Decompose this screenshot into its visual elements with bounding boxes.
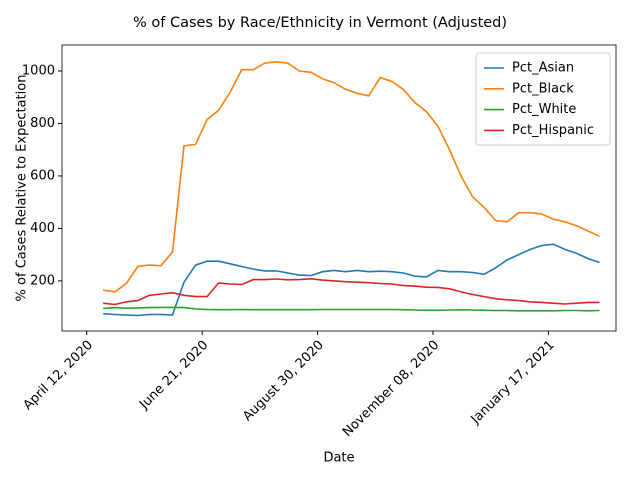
y-tick-label: 200 <box>30 273 55 288</box>
y-tick-label: 400 <box>30 221 55 236</box>
x-tick-label: January 17, 2021 <box>468 338 558 428</box>
x-tick-label: August 30, 2020 <box>240 338 327 425</box>
y-axis-label: % of Cases Relative to Expectation <box>15 75 30 302</box>
y-tick-label: 1000 <box>22 63 55 78</box>
data-line <box>103 306 600 312</box>
data-line <box>103 243 600 317</box>
legend-box <box>475 52 611 146</box>
x-tick-label: June 21, 2020 <box>136 338 211 413</box>
data-line <box>103 277 600 306</box>
data-line <box>103 60 600 293</box>
x-tick-label: November 08, 2020 <box>340 338 442 440</box>
legend-label: Pct_White <box>512 102 576 117</box>
x-axis-label: Date <box>323 451 354 466</box>
y-tick-label: 800 <box>30 116 55 131</box>
y-tick-label: 600 <box>30 168 55 183</box>
x-tick-label: April 12, 2020 <box>21 338 96 413</box>
axes-frame <box>61 44 617 332</box>
legend-label: Pct_Hispanic <box>512 123 594 138</box>
legend-label: Pct_Asian <box>512 61 574 76</box>
chart-title: % of Cases by Race/Ethnicity in Vermont … <box>133 15 507 31</box>
legend-label: Pct_Black <box>512 81 574 96</box>
